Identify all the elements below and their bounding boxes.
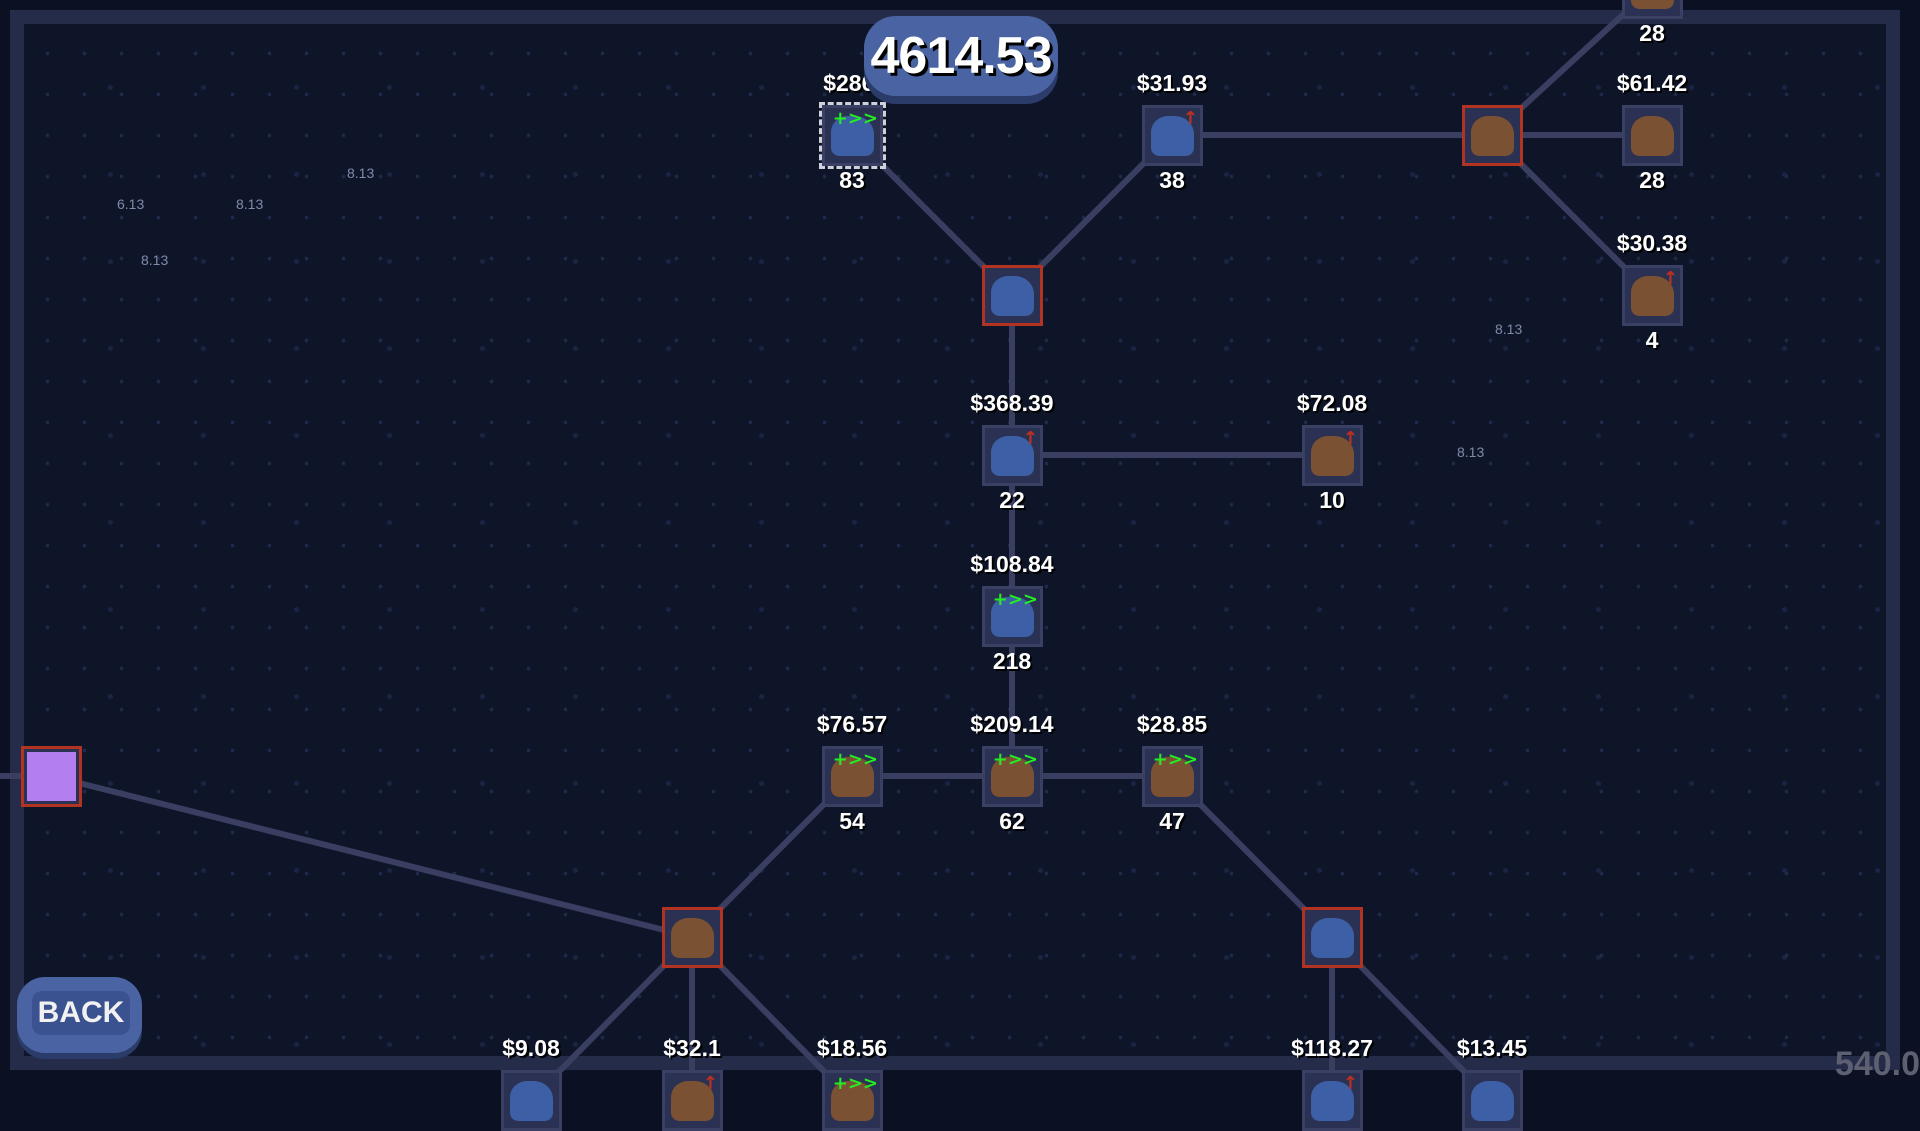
upgrade-node[interactable]: [1622, 0, 1683, 19]
upgrade-node[interactable]: +>>: [822, 746, 883, 807]
upgrade-node[interactable]: ↑: [662, 1070, 723, 1131]
node-count: 54: [839, 808, 865, 834]
upgrade-node[interactable]: ↑: [1142, 105, 1203, 166]
node-count: 4: [1645, 327, 1659, 353]
upgrade-node[interactable]: [982, 265, 1043, 326]
floating-income-text: 8.13: [1457, 444, 1485, 460]
creature-icon: [991, 276, 1034, 316]
arrow-up-icon: ↑: [1342, 428, 1358, 449]
node-price: $30.38: [1616, 230, 1688, 256]
upgrade-node[interactable]: +>>: [819, 102, 886, 169]
upgrade-node[interactable]: ↑: [1302, 425, 1363, 486]
upgrade-node[interactable]: [21, 746, 82, 807]
upgrade-node[interactable]: [1462, 1070, 1523, 1131]
upgrade-node[interactable]: ↑: [1622, 265, 1683, 326]
node-count: 83: [839, 167, 865, 193]
node-price: $31.93: [1136, 70, 1208, 96]
floating-income-text: 6.13: [117, 196, 145, 212]
creature-icon: [1631, 116, 1674, 156]
upgrade-node[interactable]: +>>: [982, 586, 1043, 647]
node-count: 22: [999, 487, 1025, 513]
node-count: 38: [1159, 167, 1185, 193]
node-price: $9.08: [502, 1035, 560, 1061]
node-price: $13.45: [1456, 1035, 1528, 1061]
node-price: $108.84: [970, 551, 1054, 577]
floating-income-text: 8.13: [141, 252, 169, 268]
node-price: $61.42: [1616, 70, 1688, 96]
creature-icon: [1631, 0, 1674, 9]
node-count: 28: [1639, 167, 1665, 193]
node-count: 10: [1319, 487, 1345, 513]
upgrade-node[interactable]: ↑: [982, 425, 1043, 486]
creature-icon: [27, 752, 76, 801]
upgrade-node[interactable]: [1462, 105, 1523, 166]
creature-icon: [1631, 276, 1674, 316]
speed-upgrade-icon: +>>: [992, 589, 1038, 610]
creature-icon: [991, 436, 1034, 476]
upgrade-node[interactable]: +>>: [982, 746, 1043, 807]
creature-icon: [671, 918, 714, 958]
upgrade-node[interactable]: ↑: [1302, 1070, 1363, 1131]
speed-upgrade-icon: +>>: [832, 108, 878, 129]
floating-income-text: 8.13: [236, 196, 264, 212]
node-count: 28: [1639, 20, 1665, 46]
back-button-label: BACK: [32, 991, 130, 1035]
upgrade-node[interactable]: [501, 1070, 562, 1131]
speed-upgrade-icon: +>>: [832, 749, 878, 770]
creature-icon: [1151, 116, 1194, 156]
creature-icon: [1311, 436, 1354, 476]
node-price: $18.56: [816, 1035, 888, 1061]
creature-icon: [1311, 918, 1354, 958]
node-price: $76.57: [816, 711, 888, 737]
floating-income-text: 8.13: [1495, 321, 1523, 337]
node-price: $32.1: [663, 1035, 721, 1061]
arrow-up-icon: ↑: [1342, 1073, 1358, 1094]
node-price: $72.08: [1296, 390, 1368, 416]
upgrade-node[interactable]: [1302, 907, 1363, 968]
creature-icon: [991, 757, 1034, 797]
creature-icon: [510, 1081, 553, 1121]
tree-link: [50, 773, 693, 940]
arrow-up-icon: ↑: [1662, 268, 1678, 289]
back-button[interactable]: BACK: [17, 977, 142, 1053]
creature-icon: [1471, 1081, 1514, 1121]
arrow-up-icon: ↑: [1182, 108, 1198, 129]
node-price: $368.39: [970, 390, 1054, 416]
speed-upgrade-icon: +>>: [832, 1073, 878, 1094]
score-counter: 4614.53: [864, 16, 1058, 96]
node-price: $28.85: [1136, 711, 1208, 737]
floating-income-text: 8.13: [347, 165, 375, 181]
node-count: 62: [999, 808, 1025, 834]
node-count: 218: [992, 648, 1032, 674]
skill-tree-map[interactable]: [10, 10, 1900, 1070]
speed-upgrade-icon: +>>: [992, 749, 1038, 770]
arrow-up-icon: ↑: [1022, 428, 1038, 449]
creature-icon: [831, 116, 874, 156]
creature-icon: [1151, 757, 1194, 797]
arrow-up-icon: ↑: [702, 1073, 718, 1094]
upgrade-node[interactable]: +>>: [1142, 746, 1203, 807]
creature-icon: [991, 597, 1034, 637]
corner-readout: 540.0: [1834, 1045, 1920, 1083]
speed-upgrade-icon: +>>: [1152, 749, 1198, 770]
creature-icon: [1471, 116, 1514, 156]
upgrade-node[interactable]: [662, 907, 723, 968]
node-price: $209.14: [970, 711, 1054, 737]
upgrade-node[interactable]: +>>: [822, 1070, 883, 1131]
node-count: 47: [1159, 808, 1185, 834]
creature-icon: [831, 757, 874, 797]
upgrade-node[interactable]: [1622, 105, 1683, 166]
node-price: $118.27: [1291, 1035, 1373, 1061]
